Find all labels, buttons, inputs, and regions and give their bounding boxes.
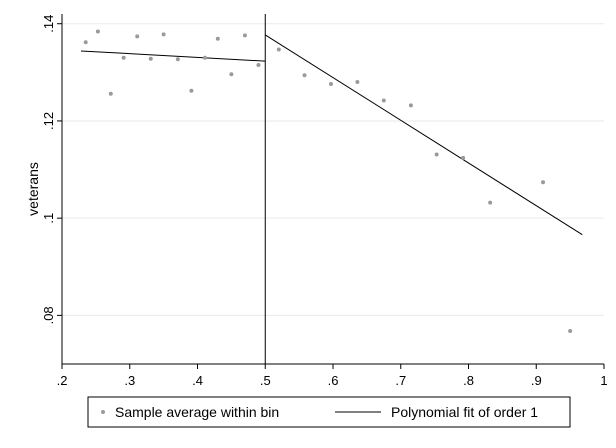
bin-average-point [161,32,166,37]
y-axis-title: veterans [25,162,41,216]
bin-average-point [434,152,439,157]
bin-average-point [461,155,466,160]
bin-average-point [175,57,180,62]
y-axis-ticks: .08 .1 .12 .14 [41,15,62,324]
x-tick-label: .5 [260,373,271,388]
bin-average-point [148,56,153,61]
fit-line-segment [80,50,266,62]
bin-average-point [488,200,493,205]
bin-average-point [328,82,333,86]
bin-average-point [541,180,546,185]
bin-average-point [215,36,220,41]
y-tick-label: .1 [41,213,56,224]
bin-average-point [381,98,386,103]
x-tick-label: .2 [57,373,68,388]
bin-average-point [108,91,113,96]
bin-average-point [408,103,413,108]
plot-region-background [62,14,604,364]
legend-marker-scatter [101,410,105,414]
x-tick-label: .8 [463,373,474,388]
y-tick-label: .12 [41,112,56,130]
bin-average-point [95,29,100,34]
x-axis-ticks: .2 .3 .4 .5 .6 .7 .8 .9 1 [57,364,608,388]
bin-average-point [568,328,573,333]
bin-average-point [256,63,261,68]
bin-average-point [83,40,88,45]
bin-average-point [135,34,140,39]
legend-label-line: Polynomial fit of order 1 [391,404,538,420]
x-tick-label: .7 [395,373,406,388]
bin-average-point [121,55,126,60]
x-tick-label: .9 [531,373,542,388]
x-tick-label: 1 [600,373,607,388]
bin-average-point [276,47,281,52]
x-tick-label: .4 [192,373,203,388]
legend: Sample average within bin Polynomial fit… [87,396,571,428]
legend-box [87,396,571,428]
bin-average-point [302,73,307,78]
x-tick-label: .3 [124,373,135,388]
bin-average-point [242,33,247,38]
bin-average-point [202,55,207,60]
bin-average-points [83,29,573,333]
bin-average-point [189,88,194,93]
legend-label-scatter: Sample average within bin [115,404,279,420]
y-tick-label: .08 [41,306,56,324]
y-gridlines [62,23,604,316]
y-tick-label: .14 [41,15,56,33]
bin-average-point [229,72,234,77]
fit-line-segment [264,34,583,236]
bin-average-point [355,80,360,85]
x-tick-label: .6 [328,373,339,388]
fit-lines [80,34,583,236]
